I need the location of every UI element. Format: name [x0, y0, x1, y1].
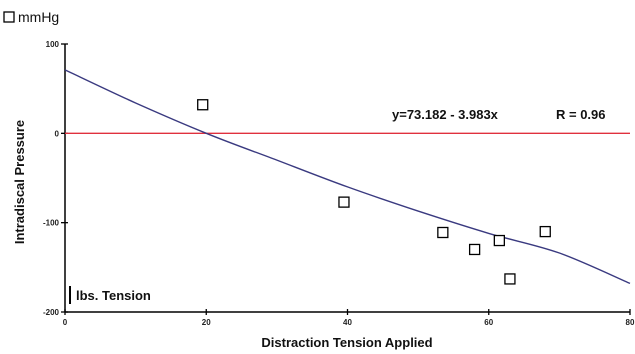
legend-label: mmHg	[18, 9, 59, 25]
y-tick-label: -100	[43, 219, 60, 228]
x-tick-label: 40	[343, 318, 352, 327]
data-point	[493, 234, 505, 247]
y-tick-label: 100	[46, 40, 60, 49]
x-unit-label: lbs. Tension	[76, 288, 151, 303]
data-point	[197, 99, 209, 111]
x-ticks: 0 20 40 60 80	[63, 309, 635, 327]
y-axis-title: Intradiscal Pressure	[12, 120, 27, 244]
x-tick-label: 60	[484, 318, 493, 327]
y-tick-label: 0	[55, 129, 60, 138]
data-points	[197, 99, 551, 285]
x-tick-label: 0	[63, 318, 68, 327]
y-tick-label: -200	[43, 308, 60, 317]
x-tick-label: 80	[626, 318, 635, 327]
data-point	[437, 226, 449, 239]
data-point	[338, 196, 350, 208]
data-point	[504, 273, 516, 285]
x-tick-label: 20	[202, 318, 211, 327]
fit-equation: y=73.182 - 3.983x	[392, 107, 499, 122]
fit-r-value: R = 0.96	[556, 107, 606, 122]
fit-curve	[64, 69, 631, 285]
data-point	[468, 243, 481, 256]
y-ticks: 100 0 -100 -200	[43, 40, 68, 317]
data-point	[539, 225, 551, 238]
legend-marker	[3, 11, 15, 23]
x-axis-title: Distraction Tension Applied	[261, 335, 432, 350]
